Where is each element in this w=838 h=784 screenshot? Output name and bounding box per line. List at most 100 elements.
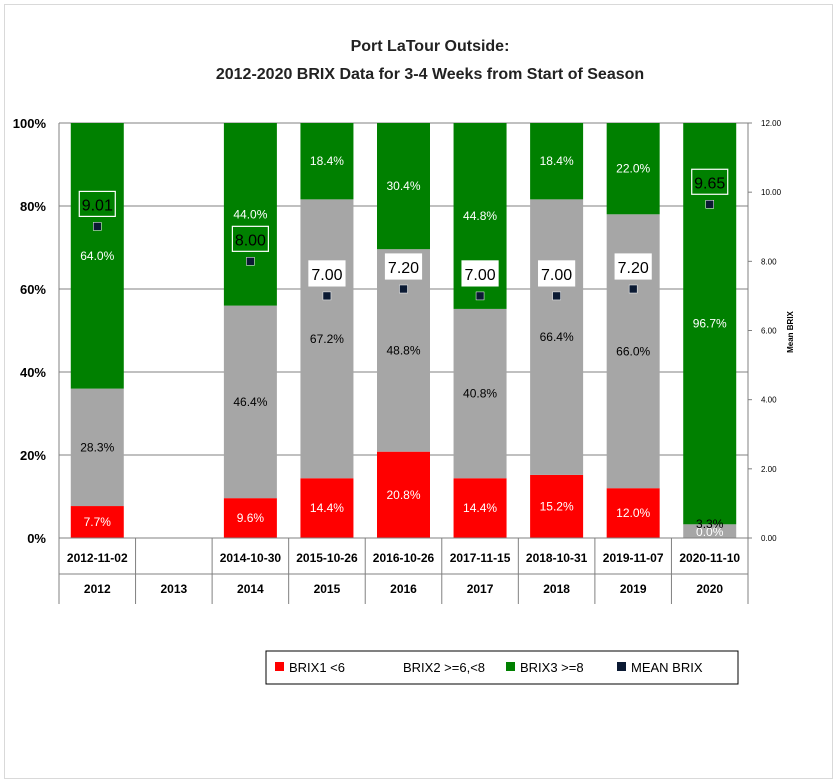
bar-segment [377, 123, 430, 250]
mean-marker [552, 291, 561, 301]
bar-segment [530, 123, 584, 200]
year-label: 2018 [543, 582, 570, 596]
segment-label: 66.0% [616, 344, 650, 358]
bar-segment [70, 123, 124, 389]
y-tick-label: 20% [20, 448, 46, 463]
bar-segment [70, 388, 124, 507]
legend-label: BRIX2 >=6,<8 [403, 660, 485, 675]
bar-segment [300, 478, 354, 538]
segment-label: 18.4% [310, 154, 344, 168]
segment-label: 28.3% [80, 440, 114, 454]
year-label: 2020 [696, 582, 723, 596]
bar-segment [683, 524, 737, 538]
legend-box [265, 650, 739, 685]
y-tick-label: 40% [20, 365, 46, 380]
mean-label: 7.20 [388, 260, 419, 277]
category-labels: 2012-11-02 2012 2013 2014-10-30 2014 2015-10-… [67, 551, 740, 596]
mean-marker [246, 257, 255, 266]
bar-segment [223, 305, 277, 499]
mean-marker [475, 291, 485, 301]
mean-label: 7.00 [464, 267, 495, 284]
segment-label: 44.8% [463, 209, 497, 223]
date-label: 2017-11-15 [450, 551, 511, 565]
y2-tick-label: 8.00 [761, 257, 777, 266]
segment-label: 64.0% [80, 249, 114, 263]
y2-tick-label: 2.00 [761, 465, 777, 474]
mean-label-box [231, 225, 269, 252]
mean-label: 7.20 [618, 260, 649, 277]
y2-tick-label: 10.00 [761, 188, 782, 197]
bar-segment [606, 488, 660, 538]
bar-segment [453, 478, 507, 538]
mean-label: 8.00 [235, 232, 266, 249]
bar-segment [300, 199, 354, 479]
mean-markers: 9.01 8.00 7.00 7.20 7.00 7.00 7.20 9.65 [78, 168, 729, 301]
date-label: 2016-10-26 [373, 551, 435, 565]
bar-segment [606, 123, 660, 215]
year-label: 2014 [237, 582, 264, 596]
segment-label: 14.4% [463, 501, 497, 515]
tick-labels: 0% 20% 40% 60% 80% 100% 0.00 2.00 4.00 6.00 8.00 10… [13, 116, 782, 546]
segment-label: 20.8% [386, 488, 420, 502]
mean-marker [322, 291, 332, 301]
mean-marker [399, 284, 408, 294]
y2-axis-label: Mean BRIX [786, 310, 795, 352]
mean-marker [705, 200, 714, 209]
legend-label: MEAN BRIX [631, 660, 703, 675]
chart-title-line2: 2012-2020 BRIX Data for 3-4 Weeks from S… [216, 66, 644, 83]
segment-label: 0.0% [696, 525, 724, 539]
legend: BRIX1 <6 BRIX2 >=6,<8 BRIX3 >=8 MEAN BRIX [265, 650, 739, 685]
segment-label: 18.4% [540, 154, 574, 168]
legend-swatch [506, 662, 515, 671]
segment-label: 96.7% [693, 317, 727, 331]
bar-segment [300, 123, 354, 200]
mean-label: 9.65 [694, 175, 725, 192]
segment-label: 12.0% [616, 506, 650, 520]
segment-label: 66.4% [540, 330, 574, 344]
mean-label-box [461, 260, 499, 287]
mean-label-box [308, 260, 346, 287]
chart-title-line1: Port LaTour Outside: [351, 38, 510, 55]
y-tick-label: 80% [20, 199, 46, 214]
bar-segment [70, 506, 124, 538]
bar-segment [223, 123, 277, 306]
mean-label-box [78, 190, 116, 218]
segment-label: 44.0% [233, 207, 267, 221]
y2-tick-label: 12.00 [761, 119, 782, 128]
segment-label: 48.8% [386, 343, 420, 357]
mean-label-box [384, 253, 423, 280]
mean-label-box [691, 168, 729, 195]
segment-label: 40.8% [463, 387, 497, 401]
legend-label: BRIX1 <6 [289, 660, 345, 675]
year-label: 2015 [314, 582, 341, 596]
legend-swatch [617, 662, 626, 671]
segment-label: 67.2% [310, 332, 344, 346]
year-label: 2017 [467, 582, 494, 596]
y2-tick-label: 6.00 [761, 327, 777, 336]
chart-frame [4, 4, 833, 779]
date-label: 2014-10-30 [220, 551, 282, 565]
y2-tick-label: 0.00 [761, 534, 777, 543]
date-label: 2018-10-31 [526, 551, 588, 565]
bar-segment [377, 451, 430, 538]
bar-segment [530, 474, 584, 538]
mean-label: 7.00 [311, 267, 342, 284]
mean-label: 9.01 [82, 197, 113, 214]
segment-label: 15.2% [540, 499, 574, 513]
date-label: 2019-11-07 [603, 551, 664, 565]
year-label: 2016 [390, 582, 417, 596]
segment-labels: 7.7% 28.3% 64.0% 9.6% 46.4% 44.0% 14.4% 67.2% 18… [80, 154, 727, 539]
segment-label: 3.3% [696, 517, 724, 531]
year-label: 2013 [160, 582, 187, 596]
mean-label: 7.00 [541, 267, 572, 284]
date-label: 2020-11-10 [679, 551, 740, 565]
y2-tick-label: 4.00 [761, 396, 777, 405]
mean-marker [628, 284, 638, 294]
year-label: 2019 [620, 582, 647, 596]
segment-label: 22.0% [616, 162, 650, 176]
date-label: 2015-10-26 [296, 551, 358, 565]
y-tick-label: 60% [20, 282, 46, 297]
bar-segment [453, 308, 507, 479]
year-label: 2012 [84, 582, 111, 596]
